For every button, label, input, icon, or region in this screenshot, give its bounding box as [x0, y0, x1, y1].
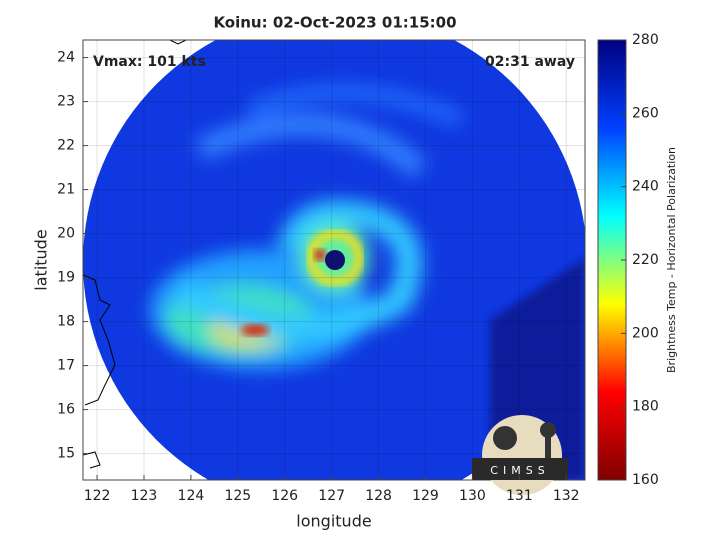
logo-text: CIMSS	[490, 464, 549, 477]
x-tick-label: 127	[318, 488, 345, 504]
colorbar-tick-label: 160	[632, 472, 659, 488]
y-tick-label: 22	[57, 138, 75, 154]
y-tick-label: 15	[57, 446, 75, 462]
y-tick-label: 23	[57, 94, 75, 110]
x-tick-label: 132	[553, 488, 580, 504]
x-tick-label: 124	[178, 488, 205, 504]
logo: CIMSS	[472, 415, 568, 495]
x-tick-label: 123	[131, 488, 158, 504]
x-tick-label: 129	[412, 488, 439, 504]
y-tick-label: 21	[57, 182, 75, 198]
y-tick-label: 20	[57, 226, 75, 242]
chart-title: Koinu: 02-Oct-2023 01:15:00	[213, 14, 456, 32]
x-tick-label: 126	[271, 488, 298, 504]
colorbar-tick-label: 260	[632, 105, 659, 121]
x-tick-label: 122	[84, 488, 111, 504]
y-tick-label: 17	[57, 358, 75, 374]
colorbar-label: Brightness Temp - Horizontal Polarizatio…	[665, 147, 678, 373]
colorbar-tick-label: 200	[632, 325, 659, 341]
y-tick-label: 24	[57, 50, 75, 66]
colorbar-tick-label: 280	[632, 32, 659, 48]
x-tick-label: 131	[506, 488, 533, 504]
plot-frame	[82, 39, 586, 481]
annotation: Vmax: 101 kts	[93, 54, 206, 70]
y-tick-label: 19	[57, 270, 75, 286]
y-tick-label: 16	[57, 402, 75, 418]
y-axis-label: latitude	[32, 229, 51, 290]
x-tick-label: 128	[365, 488, 392, 504]
x-axis-label: longitude	[296, 512, 371, 531]
annotation: 02:31 away	[485, 54, 575, 70]
satellite-image	[83, 40, 585, 480]
y-tick-label: 18	[57, 314, 75, 330]
x-tick-label: 130	[459, 488, 486, 504]
colorbar-tick-label: 220	[632, 252, 659, 268]
colorbar-tick-label: 240	[632, 179, 659, 195]
x-tick-label: 125	[224, 488, 251, 504]
colorbar-tick-label: 180	[632, 399, 659, 415]
